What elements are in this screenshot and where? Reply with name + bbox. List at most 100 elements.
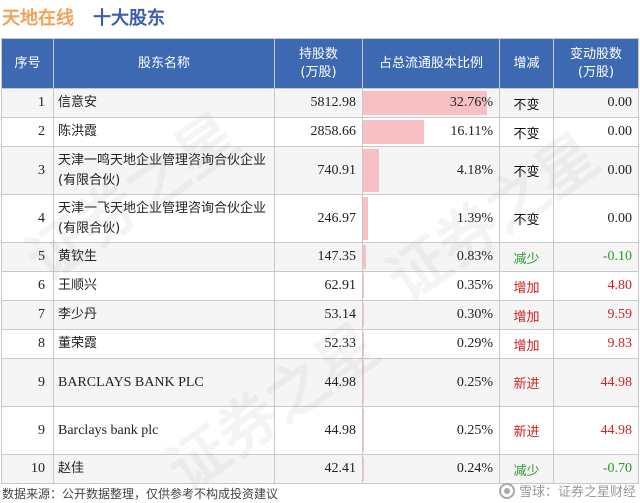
shares-cell: 147.35 [274,242,363,272]
ratio-value: 1.39% [456,210,493,226]
shares-cell: 44.98 [274,358,363,407]
table-row: 9 BARCLAYS BANK PLC 44.98 0.25% 新进 44.98 [1,358,639,407]
table-row: 6 王顺兴 62.91 0.35% 增加 4.80 [1,271,639,301]
shareholder-name-cell: BARCLAYS BANK PLC [53,358,275,407]
ratio-cell: 0.83% [362,242,500,272]
change-cell: 不变 [499,117,554,147]
delta-cell: 0.00 [553,146,639,195]
rank-cell: 8 [1,329,54,359]
ratio-cell: 0.25% [362,358,500,407]
change-cell: 增加 [499,329,554,359]
shares-cell: 246.97 [274,194,363,243]
delta-cell: 9.59 [553,300,639,330]
delta-cell: 44.98 [553,406,639,455]
ratio-bar [363,197,369,240]
ratio-cell: 4.18% [362,146,500,195]
shareholder-name-cell: Barclays bank plc [53,406,275,455]
section-title: 十大股东 [93,8,165,29]
ratio-value: 0.83% [456,249,493,264]
table-row: 7 李少丹 53.14 0.30% 增加 9.59 [1,300,639,330]
ratio-value: 0.35% [456,278,493,293]
shares-cell: 53.14 [274,300,363,330]
rank-cell: 7 [1,300,54,330]
delta-cell: 44.98 [553,358,639,407]
ratio-value: 16.11% [450,124,493,139]
ratio-bar [363,91,487,115]
shares-cell: 2858.66 [274,117,363,147]
table-row: 1 信意安 5812.98 32.76% 不变 0.00 [1,88,639,118]
delta-cell: -0.70 [553,454,639,484]
shareholder-name-cell: 赵佳 [53,454,275,484]
ratio-bar [363,149,379,192]
ratio-bar [363,303,365,327]
delta-cell: 0.00 [553,117,639,147]
col-header-delta: 变动股数 (万股) [553,38,639,89]
col-header-change: 增减 [499,38,554,89]
change-cell: 不变 [499,146,554,195]
snowball-icon [498,482,515,499]
rank-cell: 1 [1,88,54,118]
rank-cell: 10 [1,454,54,484]
ratio-cell: 0.35% [362,271,500,301]
delta-cell: 0.00 [553,88,639,118]
change-cell: 新进 [499,358,554,407]
shareholder-name-cell: 天津一飞天地企业管理咨询合伙企业(有限合伙) [53,194,275,243]
brand-watermark: 雪球：证券之星财经 [498,481,636,500]
change-cell: 减少 [499,242,554,272]
delta-cell: 0.00 [553,194,639,243]
table-row: 4 天津一飞天地企业管理咨询合伙企业(有限合伙) 246.97 1.39% 不变 0.00 [1,194,639,243]
change-cell: 新进 [499,406,554,455]
ratio-cell: 0.29% [362,329,500,359]
col-header-ratio: 占总流通股本比例 [362,38,500,89]
shareholder-name-cell: 天津一鸣天地企业管理咨询合伙企业(有限合伙) [53,146,275,195]
change-cell: 增加 [499,300,554,330]
table-row: 2 陈洪霞 2858.66 16.11% 不变 0.00 [1,117,639,147]
table-row: 5 黄钦生 147.35 0.83% 减少 -0.10 [1,242,639,272]
shares-cell: 42.41 [274,454,363,484]
ratio-cell: 1.39% [362,194,500,243]
shareholders-table: 序号 股东名称 持股数 (万股) 占总流通股本比例 增减 变动股数 (万股) 1… [1,38,639,484]
company-name: 天地在线 [2,8,74,29]
ratio-bar [363,457,364,481]
shares-cell: 740.91 [274,146,363,195]
ratio-value: 0.30% [456,307,493,322]
ratio-value: 4.18% [456,162,493,178]
col-header-rank: 序号 [1,38,54,89]
shares-cell: 5812.98 [274,88,363,118]
delta-cell: 9.83 [553,329,639,359]
rank-cell: 6 [1,271,54,301]
delta-cell: 4.80 [553,271,639,301]
change-cell: 减少 [499,454,554,484]
rank-cell: 5 [1,242,54,272]
ratio-cell: 32.76% [362,88,500,118]
shareholder-name-cell: 信意安 [53,88,275,118]
delta-cell: -0.10 [553,242,639,272]
shares-cell: 52.33 [274,329,363,359]
rank-cell: 9 [1,358,54,407]
col-header-name: 股东名称 [53,38,275,89]
rank-cell: 4 [1,194,54,243]
title-bar: 天地在线 十大股东 [0,0,640,32]
change-cell: 不变 [499,194,554,243]
shareholder-name-cell: 王顺兴 [53,271,275,301]
table-row: 3 天津一鸣天地企业管理咨询合伙企业(有限合伙) 740.91 4.18% 不变 0.00 [1,146,639,195]
table-row: 8 董荣霞 52.33 0.29% 增加 9.83 [1,329,639,359]
ratio-bar [363,361,364,404]
ratio-value: 0.25% [456,374,493,390]
rank-cell: 3 [1,146,54,195]
shareholder-name-cell: 李少丹 [53,300,275,330]
table-row: 9 Barclays bank plc 44.98 0.25% 新进 44.98 [1,406,639,455]
change-cell: 不变 [499,88,554,118]
shareholder-name-cell: 陈洪霞 [53,117,275,147]
ratio-bar [363,332,365,356]
shares-cell: 44.98 [274,406,363,455]
ratio-cell: 16.11% [362,117,500,147]
ratio-cell: 0.25% [362,406,500,455]
ratio-value: 32.76% [449,95,493,110]
data-source-note: 数据来源：公开数据整理，仅供参考不构成投资建议 [2,487,279,501]
brand-label: 雪球：证券之星财经 [518,485,636,500]
rank-cell: 2 [1,117,54,147]
change-cell: 增加 [499,271,554,301]
shareholder-name-cell: 董荣霞 [53,329,275,359]
table-row: 10 赵佳 42.41 0.24% 减少 -0.70 [1,454,639,484]
